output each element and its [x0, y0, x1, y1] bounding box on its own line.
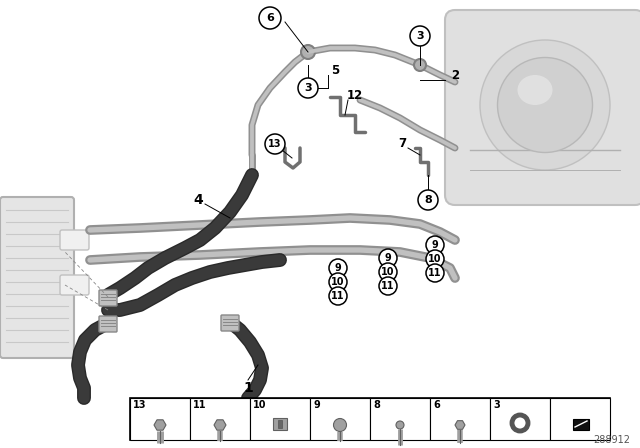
Text: 10: 10 [428, 254, 442, 264]
Bar [278, 420, 282, 428]
Circle shape [333, 418, 346, 431]
Circle shape [329, 287, 347, 305]
Text: 9: 9 [335, 263, 341, 273]
Circle shape [426, 250, 444, 268]
Circle shape [265, 134, 285, 154]
Text: 11: 11 [381, 281, 395, 291]
Circle shape [379, 263, 397, 281]
Bar [130, 398, 190, 440]
Ellipse shape [518, 75, 552, 105]
Text: 9: 9 [313, 400, 320, 410]
Circle shape [426, 264, 444, 282]
Text: 8: 8 [373, 400, 380, 410]
Bar [490, 398, 550, 440]
Bar [190, 398, 250, 440]
FancyBboxPatch shape [221, 315, 239, 331]
Polygon shape [455, 421, 465, 429]
Text: 11: 11 [428, 268, 442, 278]
Polygon shape [154, 420, 166, 430]
Bar [430, 398, 490, 440]
FancyBboxPatch shape [99, 316, 117, 332]
Text: 4: 4 [193, 193, 203, 207]
Circle shape [329, 273, 347, 291]
Text: 13: 13 [268, 139, 282, 149]
Text: 11: 11 [332, 291, 345, 301]
Text: 9: 9 [385, 253, 392, 263]
FancyBboxPatch shape [60, 275, 89, 295]
Circle shape [259, 7, 281, 29]
Circle shape [301, 45, 315, 59]
Bar [250, 398, 310, 440]
Bar [573, 419, 589, 430]
Text: 3: 3 [493, 400, 500, 410]
Text: 6: 6 [433, 400, 440, 410]
Bar [273, 418, 287, 430]
Text: 8: 8 [424, 195, 432, 205]
Bar [310, 398, 370, 440]
Text: 9: 9 [431, 240, 438, 250]
Circle shape [379, 277, 397, 295]
Text: 7: 7 [398, 137, 406, 150]
Text: 12: 12 [347, 89, 363, 102]
Ellipse shape [497, 57, 593, 152]
Text: 3: 3 [304, 83, 312, 93]
Text: 10: 10 [332, 277, 345, 287]
Bar [130, 398, 610, 440]
Circle shape [298, 78, 318, 98]
Circle shape [410, 26, 430, 46]
Circle shape [426, 236, 444, 254]
FancyBboxPatch shape [0, 197, 74, 358]
Circle shape [418, 190, 438, 210]
Text: 3: 3 [416, 31, 424, 41]
Circle shape [396, 421, 404, 429]
Text: 2: 2 [451, 69, 459, 82]
Text: 5: 5 [331, 64, 339, 77]
Bar [550, 398, 610, 440]
FancyBboxPatch shape [99, 290, 117, 306]
Circle shape [329, 259, 347, 277]
FancyBboxPatch shape [60, 230, 89, 250]
FancyBboxPatch shape [445, 10, 640, 205]
Text: 6: 6 [266, 13, 274, 23]
Text: 13: 13 [133, 400, 147, 410]
Circle shape [414, 59, 426, 71]
Ellipse shape [480, 40, 610, 170]
Text: 11: 11 [193, 400, 207, 410]
Bar [370, 398, 430, 440]
Polygon shape [214, 420, 226, 430]
Text: 1: 1 [243, 381, 253, 395]
Circle shape [379, 249, 397, 267]
Text: 288912: 288912 [593, 435, 630, 445]
Text: 10: 10 [381, 267, 395, 277]
Text: 10: 10 [253, 400, 266, 410]
Circle shape [512, 415, 528, 431]
